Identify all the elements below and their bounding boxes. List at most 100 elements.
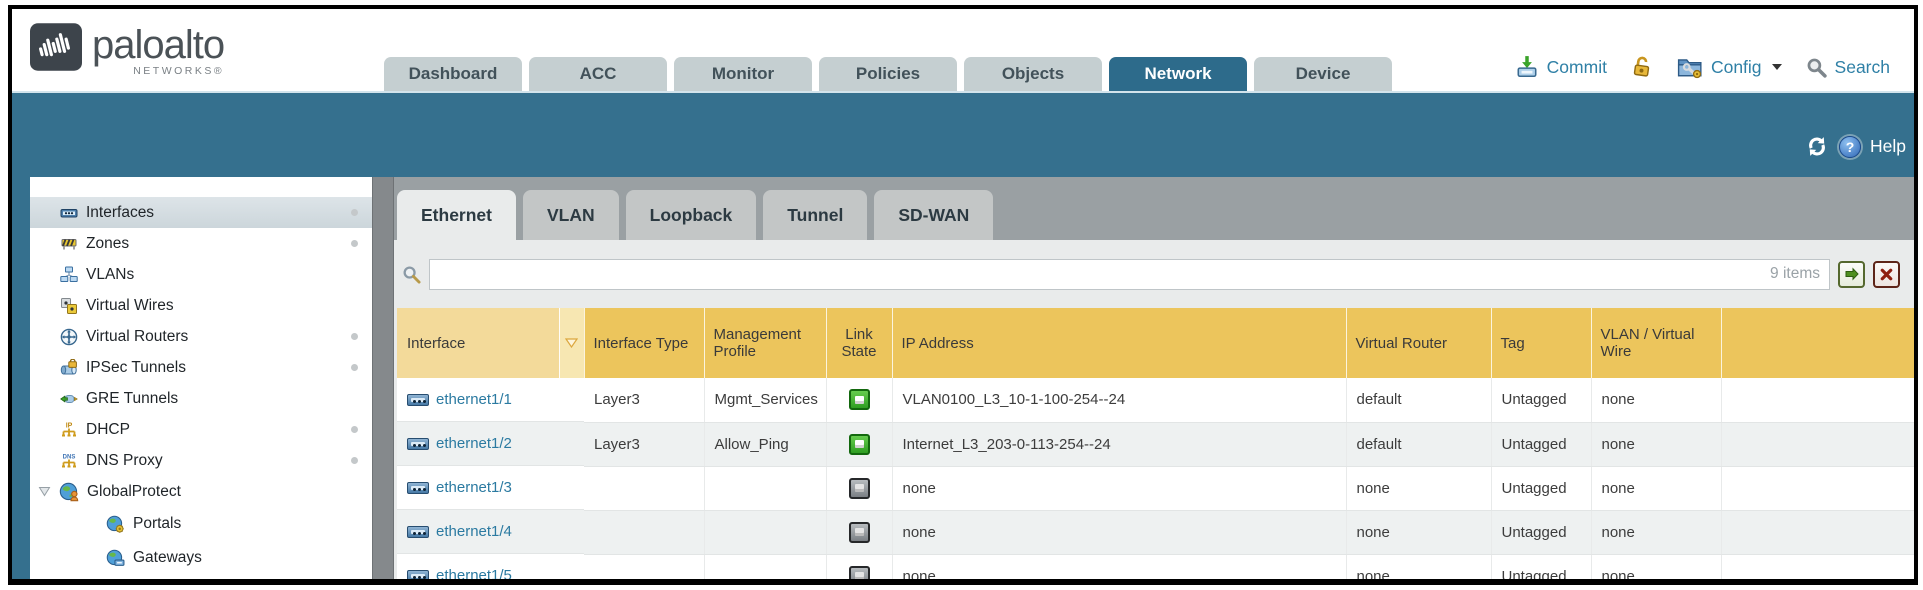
col-header-interface-type[interactable]: Interface Type: [584, 308, 705, 378]
virtual-wires-icon: [61, 297, 77, 314]
network-sidebar: Interfaces Zones: [30, 177, 372, 579]
brand-sub: NETWORKS®: [133, 65, 225, 77]
green-arrow-icon: [1845, 267, 1859, 281]
config-menu[interactable]: Config: [1710, 56, 1762, 77]
cell-virtual-router: none: [1346, 554, 1492, 579]
filter-toolbar: 9 items: [394, 240, 1914, 308]
col-header-link-state[interactable]: Link State: [826, 308, 893, 378]
sidebar-item-virtual-wires[interactable]: Virtual Wires: [30, 290, 372, 321]
chevron-down-icon[interactable]: [1771, 64, 1782, 70]
column-menu-button[interactable]: [558, 308, 584, 378]
table-row[interactable]: ethernet1/2 Layer3 Allow_Ping Internet_L…: [397, 422, 1914, 467]
col-header-vlan-virtual-wire[interactable]: VLAN / Virtual Wire: [1591, 308, 1722, 378]
table-row[interactable]: ethernet1/4 none none Untagged none: [397, 510, 1914, 555]
interfaces-icon: [60, 208, 78, 217]
cell-tag: Untagged: [1491, 378, 1592, 423]
sidebar-splitter[interactable]: [372, 177, 394, 579]
link-state-down-icon: [848, 477, 870, 499]
interface-link[interactable]: ethernet1/4: [436, 523, 512, 540]
sidebar-item-zones[interactable]: Zones: [30, 228, 372, 259]
tab-policies[interactable]: Policies: [819, 57, 957, 91]
link-state-down-icon: [848, 565, 870, 579]
interface-link[interactable]: ethernet1/2: [436, 435, 512, 452]
sidebar-item-gre-tunnels[interactable]: GRE Tunnels: [30, 383, 372, 414]
ipsec-tunnels-icon: [60, 358, 77, 374]
apply-filter-button[interactable]: [1838, 260, 1865, 288]
cell-interface-type: Layer3: [584, 422, 705, 467]
cell-interface-type: [584, 510, 705, 555]
cell-ip-address: none: [892, 510, 1347, 555]
table-row[interactable]: ethernet1/5 none none Untagged none: [397, 554, 1914, 579]
cell-vlan-virtual-wire: none: [1591, 554, 1722, 579]
filter-input[interactable]: [429, 258, 1830, 290]
cell-filler: [1721, 510, 1914, 555]
sidebar-item-ipsec-tunnels[interactable]: IPSec Tunnels: [30, 352, 372, 383]
sidebar-item-portals[interactable]: Portals: [30, 507, 372, 541]
interface-link[interactable]: ethernet1/5: [436, 567, 512, 579]
sidebar-item-virtual-routers[interactable]: Virtual Routers: [30, 321, 372, 352]
left-teal-strip: [12, 177, 30, 579]
cell-tag: Untagged: [1491, 422, 1592, 467]
search-button[interactable]: Search: [1834, 56, 1890, 77]
col-header-filler: [1721, 308, 1914, 378]
config-icon[interactable]: [1677, 55, 1703, 79]
tab-network[interactable]: Network: [1109, 57, 1247, 91]
cell-tag: Untagged: [1491, 466, 1592, 511]
tab-objects[interactable]: Objects: [964, 57, 1102, 91]
table-row[interactable]: ethernet1/1 Layer3 Mgmt_Services VLAN010…: [397, 378, 1914, 423]
ethernet-interface-icon: [407, 525, 429, 538]
sidebar-item-vlans[interactable]: VLANs: [30, 259, 372, 290]
commit-icon[interactable]: [1515, 55, 1539, 79]
search-icon[interactable]: [1806, 57, 1827, 78]
globalprotect-icon: [59, 482, 79, 501]
cell-filler: [1721, 466, 1914, 511]
cell-ip-address: Internet_L3_203-0-113-254--24: [892, 422, 1347, 467]
sidebar-item-globalprotect[interactable]: GlobalProtect: [30, 476, 372, 507]
tab-acc[interactable]: ACC: [529, 57, 667, 91]
vlans-icon: [60, 266, 78, 282]
subtab-ethernet[interactable]: Ethernet: [397, 190, 516, 240]
tab-dashboard[interactable]: Dashboard: [384, 57, 522, 91]
col-header-interface[interactable]: Interface: [397, 308, 585, 378]
interfaces-panel: Ethernet VLAN Loopback Tunnel SD-WAN 9 i…: [394, 177, 1914, 579]
lock-icon[interactable]: [1630, 55, 1655, 80]
interface-type-tabs: Ethernet VLAN Loopback Tunnel SD-WAN: [394, 177, 1914, 240]
cell-virtual-router: none: [1346, 466, 1492, 511]
expander-down-icon[interactable]: [38, 486, 51, 497]
interfaces-table: Interface Interface Type Management P: [394, 308, 1914, 579]
sidebar-item-gateways[interactable]: Gateways: [30, 541, 372, 575]
subtab-sdwan[interactable]: SD-WAN: [874, 190, 994, 240]
subtab-vlan[interactable]: VLAN: [522, 190, 619, 240]
tab-device[interactable]: Device: [1254, 57, 1392, 91]
svg-text:DNS: DNS: [63, 454, 76, 460]
subtab-tunnel[interactable]: Tunnel: [763, 190, 868, 240]
table-row[interactable]: ethernet1/3 none none Untagged none: [397, 466, 1914, 511]
refresh-icon[interactable]: [1804, 135, 1830, 158]
help-link[interactable]: Help: [1870, 136, 1906, 156]
col-header-tag[interactable]: Tag: [1491, 308, 1592, 378]
col-header-management-profile[interactable]: Management Profile: [704, 308, 827, 378]
link-state-up-icon: [848, 389, 870, 411]
interface-link[interactable]: ethernet1/3: [436, 479, 512, 496]
cell-vlan-virtual-wire: none: [1591, 510, 1722, 555]
sidebar-item-interfaces[interactable]: Interfaces: [30, 197, 372, 228]
commit-button[interactable]: Commit: [1546, 56, 1607, 77]
virtual-routers-icon: [60, 328, 78, 345]
cell-interface-type: [584, 466, 705, 511]
interface-link[interactable]: ethernet1/1: [436, 391, 512, 408]
col-header-ip-address[interactable]: IP Address: [892, 308, 1347, 378]
cell-management-profile: [704, 466, 827, 511]
col-header-virtual-router[interactable]: Virtual Router: [1346, 308, 1492, 378]
svg-text:IP: IP: [66, 422, 73, 429]
dhcp-icon: IP: [62, 422, 76, 436]
sidebar-item-dhcp[interactable]: IP DHCP: [30, 414, 372, 445]
utility-band: ? Help: [12, 93, 1914, 177]
clear-filter-button[interactable]: [1873, 260, 1900, 288]
sidebar-item-dns-proxy[interactable]: DNS DNS Proxy: [30, 445, 372, 476]
gateways-icon: [106, 549, 125, 566]
help-icon[interactable]: ?: [1839, 135, 1861, 158]
cell-tag: Untagged: [1491, 510, 1592, 555]
tab-monitor[interactable]: Monitor: [674, 57, 812, 91]
subtab-loopback[interactable]: Loopback: [625, 190, 757, 240]
link-state-up-icon: [848, 433, 870, 455]
